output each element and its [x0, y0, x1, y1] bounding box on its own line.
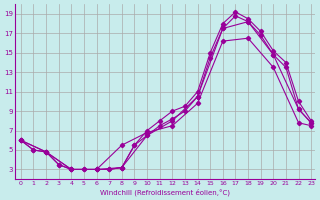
X-axis label: Windchill (Refroidissement éolien,°C): Windchill (Refroidissement éolien,°C) — [100, 188, 230, 196]
